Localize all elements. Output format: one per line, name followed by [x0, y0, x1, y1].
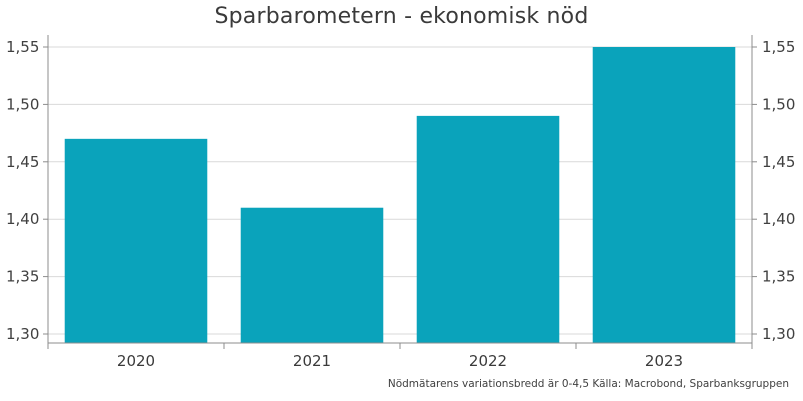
x-tick-label: 2021 [293, 352, 331, 370]
axis-labels: 1,30 1,30 1,35 1,35 1,40 1,40 1,45 1,45 1,50 1,50… [6, 38, 795, 370]
chart-title: Sparbarometern - ekonomisk nöd [214, 4, 589, 29]
source-note: Nödmätarens variationsbredd är 0-4,5 Käl… [387, 378, 789, 390]
axes [43, 35, 757, 349]
bar-2022 [416, 115, 560, 343]
y-tick-label-left: 1,30 [6, 325, 39, 343]
x-tick-label: 2022 [469, 352, 507, 370]
bar-2023 [592, 47, 736, 343]
y-tick-label-right: 1,45 [762, 153, 795, 171]
bars [64, 47, 736, 343]
x-tick-label: 2020 [117, 352, 155, 370]
bar-2020 [64, 138, 208, 343]
x-tick-label: 2023 [645, 352, 683, 370]
bar-2021 [240, 207, 384, 343]
y-tick-label-right: 1,50 [762, 95, 795, 113]
y-tick-label-left: 1,40 [6, 210, 39, 228]
y-tick-label-left: 1,45 [6, 153, 39, 171]
y-tick-label-right: 1,55 [762, 38, 795, 56]
y-tick-label-left: 1,50 [6, 95, 39, 113]
y-tick-label-right: 1,40 [762, 210, 795, 228]
y-tick-label-left: 1,35 [6, 268, 39, 286]
y-tick-label-left: 1,55 [6, 38, 39, 56]
y-tick-label-right: 1,30 [762, 325, 795, 343]
y-tick-label-right: 1,35 [762, 268, 795, 286]
